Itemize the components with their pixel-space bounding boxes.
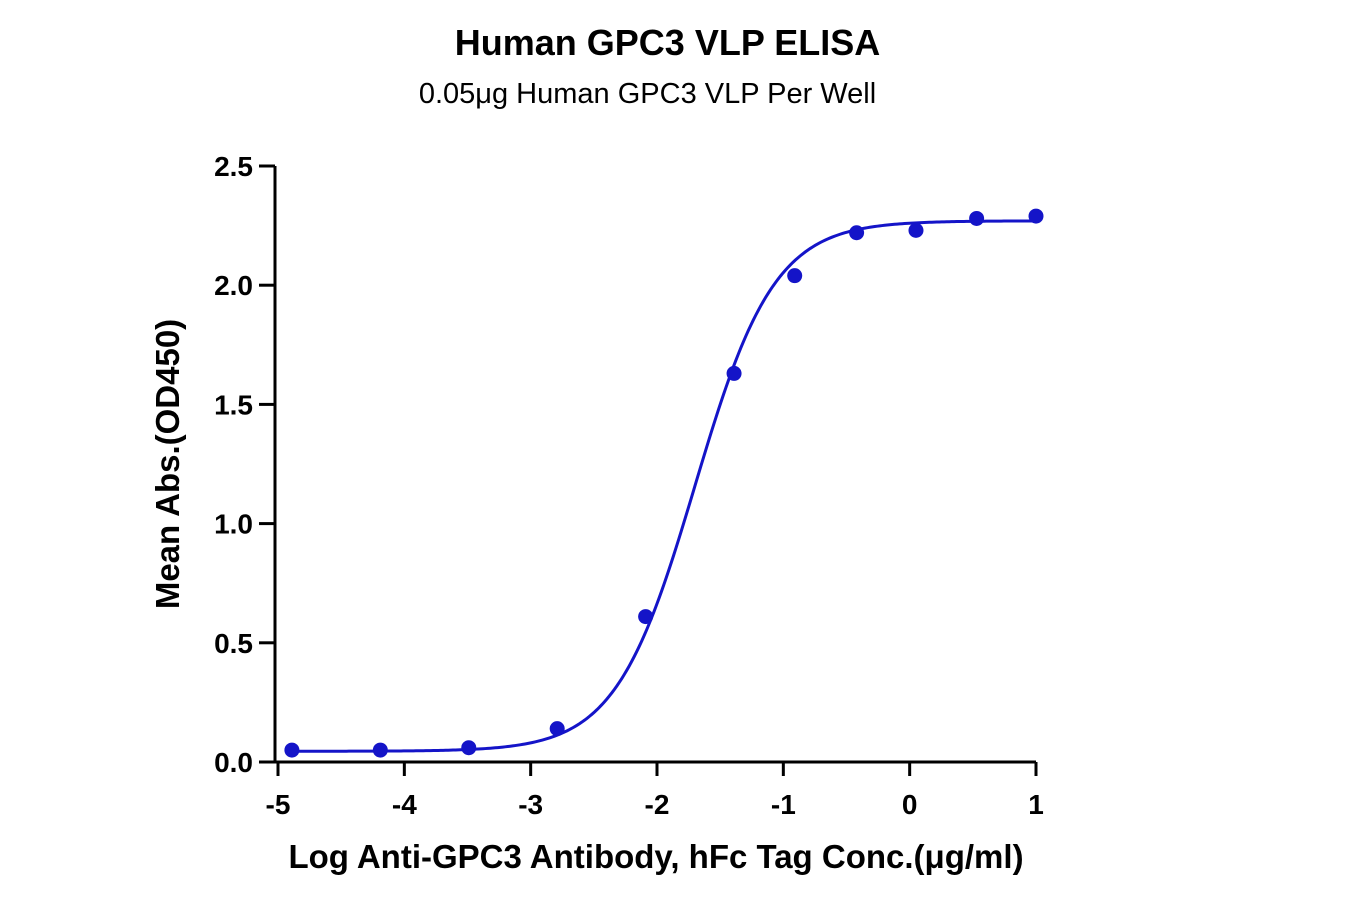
data-point bbox=[849, 225, 865, 241]
x-tick-label: -1 bbox=[771, 789, 796, 820]
y-tick-label: 1.0 bbox=[214, 509, 253, 540]
y-tick-label: 2.5 bbox=[214, 151, 253, 182]
axes bbox=[273, 166, 1036, 764]
data-point bbox=[726, 365, 742, 381]
data-point bbox=[1028, 208, 1044, 224]
y-tick-label: 0.5 bbox=[214, 628, 253, 659]
data-point bbox=[969, 210, 985, 226]
x-tick-label: -3 bbox=[518, 789, 543, 820]
y-tick-label: 2.0 bbox=[214, 270, 253, 301]
data-point bbox=[284, 742, 300, 758]
data-point bbox=[549, 721, 565, 737]
x-tick-label: -4 bbox=[392, 789, 417, 820]
x-tick-label: 1 bbox=[1028, 789, 1044, 820]
x-axis-title: Log Anti-GPC3 Antibody, hFc Tag Conc.(μg… bbox=[288, 838, 1023, 875]
x-axis-ticks: -5 -4 -3 -2 -1 0 1 bbox=[266, 762, 1044, 820]
data-points bbox=[284, 208, 1044, 758]
y-tick-label: 1.5 bbox=[214, 389, 253, 420]
x-tick-label: 0 bbox=[902, 789, 918, 820]
data-point bbox=[461, 740, 477, 756]
chart-subtitle: 0.05μg Human GPC3 VLP Per Well bbox=[418, 78, 877, 110]
chart-title: Human GPC3 VLP ELISA bbox=[454, 22, 881, 63]
x-tick-label: -5 bbox=[266, 789, 291, 820]
y-axis-ticks: 0.0 0.5 1.0 1.5 2.0 2.5 bbox=[214, 151, 275, 778]
data-point bbox=[638, 609, 654, 625]
fit-curve bbox=[291, 219, 1037, 753]
data-point bbox=[787, 268, 803, 284]
x-tick-label: -2 bbox=[645, 789, 670, 820]
data-point bbox=[908, 222, 924, 238]
data-point bbox=[372, 742, 388, 758]
y-axis-title: Mean Abs.(OD450) bbox=[149, 319, 186, 609]
y-tick-label: 0.0 bbox=[214, 747, 253, 778]
